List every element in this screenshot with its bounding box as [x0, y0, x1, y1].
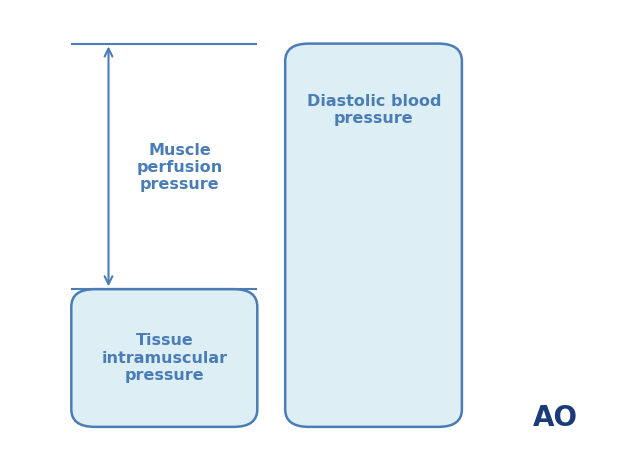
Text: Diastolic blood
pressure: Diastolic blood pressure — [307, 94, 441, 126]
Text: AO: AO — [533, 403, 577, 432]
FancyBboxPatch shape — [285, 44, 462, 427]
FancyBboxPatch shape — [71, 289, 257, 427]
Text: Tissue
intramuscular
pressure: Tissue intramuscular pressure — [101, 333, 228, 383]
Text: Muscle
perfusion
pressure: Muscle perfusion pressure — [136, 143, 223, 192]
